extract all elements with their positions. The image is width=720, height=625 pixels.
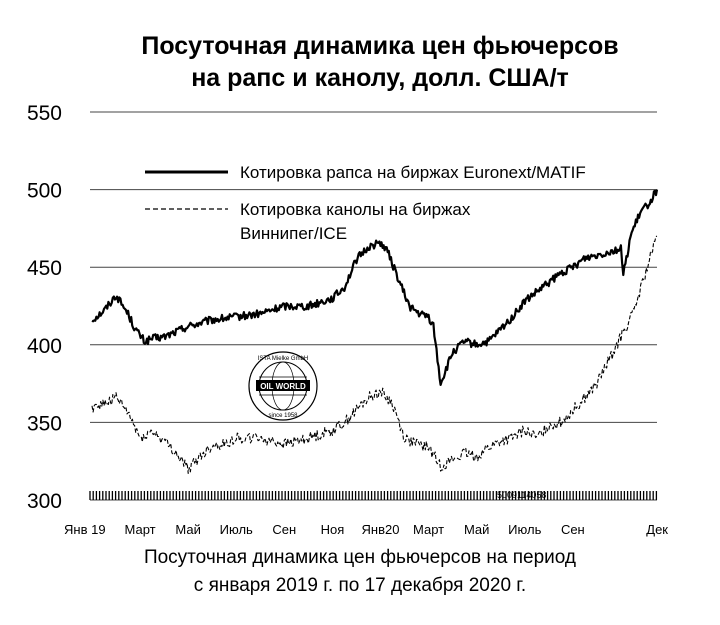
grid xyxy=(90,111,657,501)
chart-title-line-2: на рапс и канолу, долл. США/т xyxy=(191,64,569,92)
chart-caption: Посуточная динамика цен фьючерсов на пер… xyxy=(40,544,680,600)
series-line-canola xyxy=(91,235,658,474)
oil-world-logo: OIL WORLD ISTA Mielke GmbH since 1958 xyxy=(248,351,318,421)
x-tick-label: Март xyxy=(125,522,156,537)
logo-text-bottom: since 1958 xyxy=(268,413,298,419)
x-tick-label: Май xyxy=(175,522,200,537)
caption-line-1: Посуточная динамика цен фьючерсов на пер… xyxy=(143,547,577,568)
y-tick-label: 550 xyxy=(27,102,62,125)
x-tick-marks xyxy=(89,491,658,500)
x-tick-label: Янв20 xyxy=(362,522,400,537)
y-tick-label: 400 xyxy=(27,335,62,358)
y-tick-label: 350 xyxy=(27,412,62,435)
logo-banner xyxy=(256,380,310,391)
legend-label-canola-line-1: Котировка канолы на биржах xyxy=(240,200,471,219)
y-tick-label: 450 xyxy=(27,257,62,280)
legend-label-rapeseed: Котировка рапса на биржах Euronext/MATIF xyxy=(240,163,586,182)
y-tick-label: 300 xyxy=(27,490,62,513)
series-line-rapeseed xyxy=(91,189,659,386)
x-tick-label: Март xyxy=(413,522,444,537)
x-tick-label: Сен xyxy=(561,522,585,537)
x-tick-label: Июль xyxy=(508,522,541,537)
y-axis: 550 500 450 400 350 300 xyxy=(27,102,62,513)
caption-line-2: с января 2019 г. по 17 декабря 2020 г. xyxy=(193,575,527,596)
x-tick-label: Янв 19 xyxy=(64,522,106,537)
x-axis-labels: Янв 19 Март Май Июль Сен Ноя Янв20 Март Май Июль С… xyxy=(64,522,668,537)
logo-text-top: ISTA Mielke GmbH xyxy=(258,356,309,362)
x-tick-label: Май xyxy=(464,522,489,537)
x-tick-label: Ноя xyxy=(321,522,345,537)
chart-title: Посуточная динамика цен фьючерсов на рап… xyxy=(120,30,640,94)
y-tick-label: 500 xyxy=(27,180,62,203)
legend-label-canola-line-2: Виннипег/ICE xyxy=(240,224,347,243)
x-tick-label: Июль xyxy=(220,522,253,537)
x-axis-ticks xyxy=(89,491,658,500)
x-tick-label: Дек xyxy=(646,522,668,537)
x-tick-label: Сен xyxy=(272,522,296,537)
chart-title-line-1: Посуточная динамика цен фьючерсов xyxy=(141,32,619,60)
series-lines xyxy=(91,189,659,474)
logo-text-center: OIL WORLD xyxy=(260,382,306,391)
watermark-code: 5009114058 xyxy=(497,490,546,500)
legend: Котировка рапса на биржах Euronext/MATIF… xyxy=(145,163,586,243)
